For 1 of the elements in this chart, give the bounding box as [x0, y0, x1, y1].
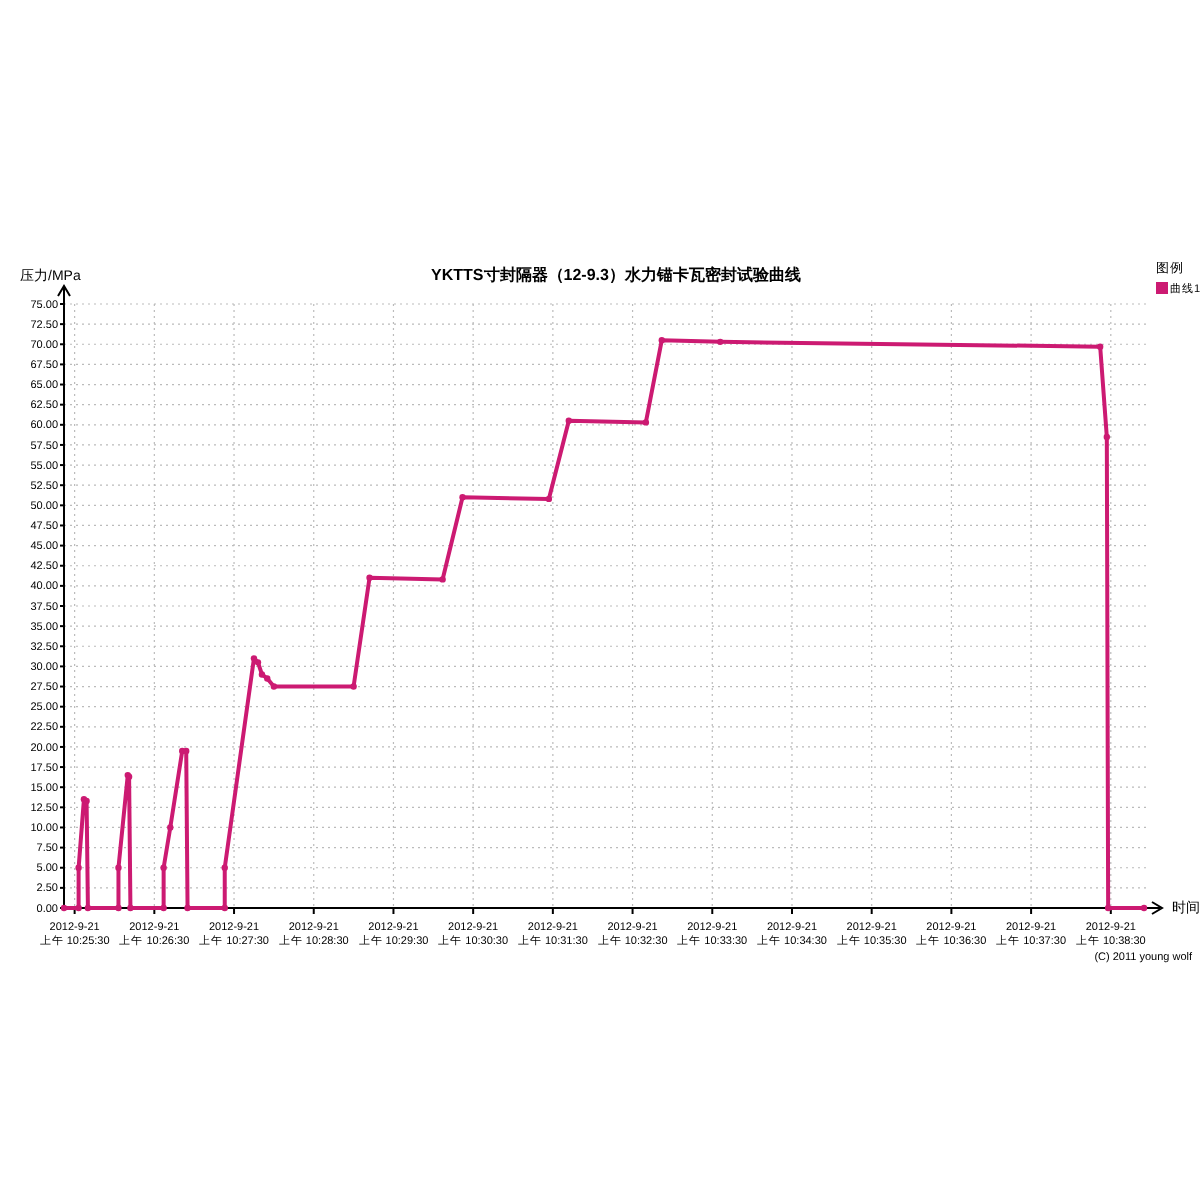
chart-title: YKTTS寸封隔器（12-9.3）水力锚卡瓦密封试验曲线 [431, 264, 801, 284]
